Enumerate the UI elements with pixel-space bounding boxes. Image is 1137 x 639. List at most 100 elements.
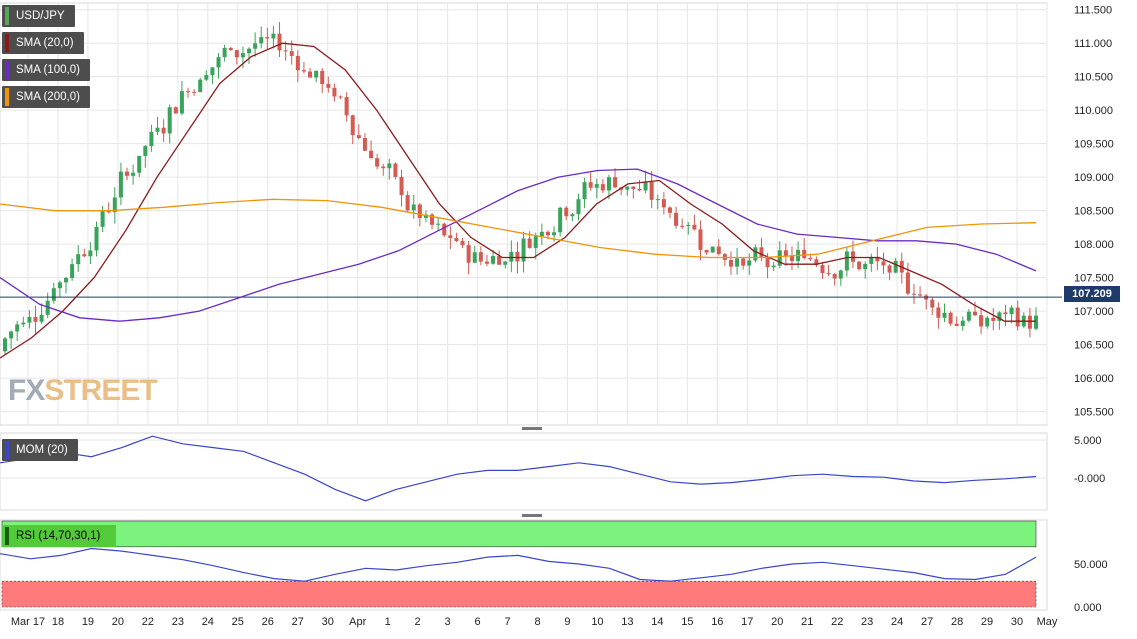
- candle-body: [972, 311, 977, 316]
- candle-body: [100, 211, 105, 227]
- candle-body: [228, 47, 233, 51]
- price-tick-label: 105.500: [1074, 407, 1114, 419]
- candle-body: [21, 322, 26, 325]
- price-tick-label: 111.000: [1074, 38, 1112, 50]
- x-tick-label: 16: [711, 616, 723, 628]
- candle-body: [802, 249, 807, 259]
- momentum-line: [0, 435, 1037, 502]
- candle-body: [57, 282, 62, 289]
- x-tick-label: Apr: [349, 616, 366, 628]
- candle-body: [643, 181, 648, 191]
- x-tick-label: 24: [891, 616, 903, 628]
- sma-line-sma1000: [0, 168, 1037, 322]
- price-tick-label: 110.500: [1074, 72, 1113, 84]
- candle-body: [155, 127, 160, 132]
- candle-body: [509, 251, 514, 262]
- candle-body: [503, 261, 508, 265]
- symbol-label[interactable]: USD/JPY: [2, 5, 75, 27]
- x-tick-label: 14: [651, 616, 663, 628]
- sma-lines: [0, 42, 1062, 359]
- candle-body: [186, 91, 191, 93]
- candle-body: [478, 252, 483, 262]
- candle-body: [265, 37, 270, 39]
- candle-body: [344, 97, 349, 116]
- candle-body: [161, 127, 166, 134]
- candle-body: [735, 258, 740, 267]
- rsi-tick-label: 0.000: [1074, 602, 1102, 614]
- candle-body: [283, 50, 288, 52]
- candle-body: [649, 181, 654, 200]
- candle-body: [887, 265, 892, 273]
- candle-body: [356, 135, 361, 138]
- x-tick-label: 8: [534, 616, 540, 628]
- candle-body: [832, 274, 837, 279]
- candle-body: [375, 158, 380, 167]
- price-tick-label: 110.000: [1074, 105, 1113, 117]
- candle-body: [179, 91, 184, 114]
- candle-body: [783, 250, 788, 257]
- price-panel-frame: [0, 2, 1048, 426]
- sma200-legend[interactable]: SMA (200,0): [2, 86, 90, 108]
- candle-body: [954, 323, 959, 327]
- price-tick-label: 107.000: [1074, 306, 1114, 318]
- rsi-oversold-zone: [1, 580, 1037, 608]
- candle-body: [814, 259, 819, 266]
- candle-body: [661, 199, 666, 208]
- candle-body: [765, 256, 770, 268]
- candle-body: [521, 238, 526, 262]
- candle-body: [460, 241, 465, 246]
- candle-body: [436, 223, 441, 225]
- x-tick-label: 30: [1011, 616, 1023, 628]
- sma20-legend[interactable]: SMA (20,0): [2, 32, 84, 54]
- candle-body: [210, 67, 215, 76]
- candle-body: [417, 204, 422, 218]
- candle-body: [143, 146, 148, 156]
- candle-body: [1034, 315, 1038, 329]
- x-tick-label: 7: [504, 616, 510, 628]
- axes: 111.500 111.000 110.500 110.000 109.500 109.0…: [11, 5, 1114, 628]
- candle-body: [430, 214, 435, 225]
- candle-body: [247, 48, 252, 54]
- candle-body: [405, 195, 410, 211]
- candle-body: [442, 223, 447, 236]
- sma100-legend[interactable]: SMA (100,0): [2, 59, 90, 81]
- candle-body: [497, 256, 502, 265]
- candle-body: [289, 51, 294, 56]
- sma-line-sma2000: [0, 198, 1037, 259]
- rsi-legend[interactable]: RSI (14,70,30,1): [2, 525, 116, 547]
- x-tick-label: 27: [921, 616, 933, 628]
- candle-body: [570, 214, 575, 217]
- candle-body: [131, 172, 136, 176]
- candle-body: [850, 251, 855, 262]
- candle-body: [631, 186, 636, 190]
- candle-body: [45, 300, 50, 315]
- candle-body: [240, 53, 245, 58]
- momentum-panel: [0, 435, 1037, 502]
- x-tick-label: 10: [591, 616, 603, 628]
- candle-body: [844, 251, 849, 271]
- candle-body: [942, 312, 947, 318]
- candle-body: [905, 272, 910, 294]
- candle-body: [259, 37, 264, 44]
- price-tick-label: 106.500: [1074, 340, 1114, 352]
- candle-body: [234, 50, 239, 58]
- candle-body: [515, 251, 520, 262]
- candle-body: [613, 177, 618, 188]
- candle-body: [216, 57, 221, 68]
- candle-body: [893, 260, 898, 273]
- candle-body: [826, 272, 831, 275]
- gridlines: [0, 2, 1048, 611]
- rsi-overbought-zone: [1, 520, 1037, 548]
- candle-body: [411, 204, 416, 211]
- candle-body: [301, 70, 306, 72]
- x-tick-label: 20: [771, 616, 783, 628]
- candle-body: [484, 261, 489, 264]
- candle-body: [173, 107, 178, 114]
- candle-body: [1027, 315, 1032, 329]
- mom-legend[interactable]: MOM (20): [2, 439, 78, 461]
- candle-body: [314, 70, 319, 78]
- rsi-panel: [0, 520, 1037, 608]
- x-tick-label: Mar 17: [11, 616, 45, 628]
- candle-body: [710, 246, 715, 253]
- candle-body: [564, 207, 569, 217]
